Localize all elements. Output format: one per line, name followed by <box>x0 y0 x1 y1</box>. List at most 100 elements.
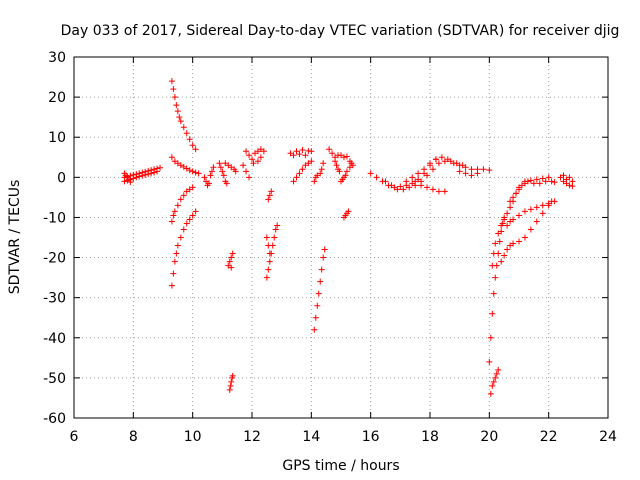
data-point <box>394 186 401 193</box>
data-point <box>249 156 255 163</box>
data-point <box>176 114 183 121</box>
data-point <box>507 204 514 211</box>
data-point <box>219 168 226 175</box>
data-point <box>516 238 522 245</box>
series-arc-19 <box>290 158 315 185</box>
data-point <box>266 250 273 257</box>
data-point <box>441 188 448 195</box>
data-point <box>192 208 199 215</box>
data-point <box>320 254 327 261</box>
data-point <box>145 171 152 178</box>
data-point <box>336 168 343 175</box>
data-point <box>243 168 250 175</box>
data-point <box>493 370 500 377</box>
data-point <box>180 124 187 131</box>
data-point <box>210 164 217 171</box>
series-arc-14 <box>251 146 267 165</box>
data-point <box>569 178 576 185</box>
plot-frame <box>73 56 609 419</box>
data-point <box>510 194 517 201</box>
data-point <box>296 151 303 158</box>
series-arc-36 <box>504 198 555 229</box>
data-point <box>533 204 540 211</box>
data-point <box>228 264 235 271</box>
y-tick-label: 0 <box>57 170 66 186</box>
data-point <box>208 168 215 175</box>
series-arc-09 <box>216 160 230 187</box>
data-point <box>136 173 143 180</box>
data-point <box>487 390 494 397</box>
data-point <box>171 94 178 101</box>
data-point <box>504 210 511 217</box>
data-point <box>290 178 297 185</box>
data-point <box>349 162 356 169</box>
series-arc-37 <box>507 178 528 205</box>
data-point <box>490 250 497 257</box>
data-point <box>271 234 278 241</box>
data-point <box>312 314 319 321</box>
data-point <box>486 167 493 174</box>
data-point <box>453 160 460 167</box>
data-point <box>560 172 567 179</box>
data-point <box>501 252 508 259</box>
data-point <box>492 374 499 381</box>
data-point <box>173 102 180 109</box>
data-point <box>510 216 517 223</box>
series-arc-10 <box>225 250 236 271</box>
data-point <box>290 152 297 159</box>
data-point <box>293 174 300 181</box>
chart-title: Day 033 of 2017, Sidereal Day-to-day VTE… <box>61 23 620 39</box>
y-tick-label: -30 <box>43 291 66 307</box>
data-point <box>195 170 202 177</box>
data-point <box>533 218 540 225</box>
y-tick-label: -50 <box>43 371 66 387</box>
data-point <box>127 179 134 186</box>
data-point <box>207 172 214 179</box>
x-tick-label: 18 <box>421 429 439 445</box>
data-point <box>489 382 496 389</box>
data-point <box>536 180 543 187</box>
y-tick-label: 10 <box>48 130 66 146</box>
data-point <box>148 170 155 177</box>
data-point <box>504 246 511 253</box>
data-point <box>243 148 250 155</box>
data-point <box>174 202 181 209</box>
series-arc-38 <box>524 178 558 187</box>
data-point <box>462 170 469 177</box>
data-point <box>168 218 175 225</box>
data-point <box>438 154 445 161</box>
series-arc-12 <box>222 160 239 175</box>
data-point <box>268 188 275 195</box>
series-arc-22 <box>326 146 350 161</box>
data-point <box>186 216 193 223</box>
data-point <box>254 158 261 165</box>
data-point <box>317 278 324 285</box>
data-point <box>318 266 325 273</box>
axes-layer: 6 8 10 12 14 16 18 20 22 24 -60 -50 -40 -30 -20 -10 0 10 2… <box>43 50 617 445</box>
data-point <box>441 158 448 165</box>
data-point <box>274 222 281 229</box>
data-point <box>154 168 161 175</box>
series-arc-29 <box>403 156 439 185</box>
series-arc-07 <box>168 154 202 177</box>
data-point <box>228 378 235 385</box>
data-point <box>265 242 272 249</box>
data-point <box>456 168 463 175</box>
series-arc-35 <box>498 198 558 265</box>
series-arc-21 <box>311 160 327 185</box>
data-point <box>489 262 496 269</box>
data-point <box>566 174 573 181</box>
series-arc-15 <box>263 222 281 281</box>
data-point <box>367 170 374 177</box>
data-point <box>192 169 199 176</box>
data-point <box>329 150 336 157</box>
data-point <box>333 162 340 169</box>
data-point <box>498 258 505 265</box>
x-tick-label: 22 <box>540 429 558 445</box>
data-point <box>189 184 196 191</box>
series-arc-13 <box>240 148 257 181</box>
data-point <box>265 196 272 203</box>
data-point <box>246 152 253 159</box>
data-point <box>168 78 175 85</box>
